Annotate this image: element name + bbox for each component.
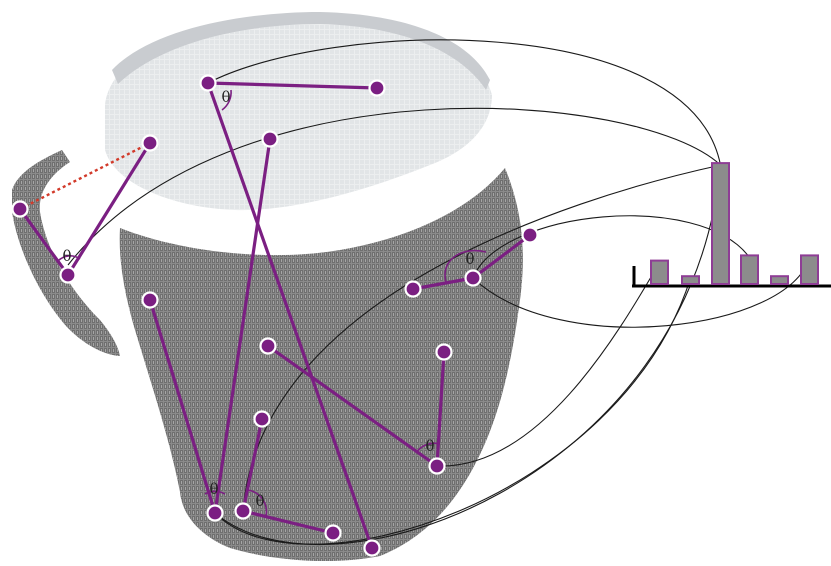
feature-curve-1 <box>207 39 722 166</box>
sample-point <box>428 457 446 475</box>
angle-label-theta: θ <box>255 492 264 510</box>
normal-segment <box>266 344 439 468</box>
angle-arc <box>57 255 81 262</box>
pair-segment <box>471 233 532 280</box>
dashed-link <box>19 141 151 211</box>
sample-point <box>141 134 159 152</box>
mug-rim-inside-cloud <box>105 13 492 211</box>
mug-rim-edge-cloud <box>112 12 490 90</box>
point-pairs: θ θ θ θ θ θ <box>11 74 539 557</box>
feature-curve-6 <box>242 164 721 512</box>
normal-segment <box>206 81 374 550</box>
sample-point <box>11 200 29 218</box>
pair-segment <box>435 350 446 468</box>
angle-arc <box>221 89 232 111</box>
normal-segment <box>241 509 335 535</box>
sample-point <box>368 79 386 97</box>
sample-point <box>521 226 539 244</box>
point-pair-1: θ <box>199 74 386 557</box>
feature-curve-4 <box>472 257 811 328</box>
angle-label-theta: θ <box>209 480 218 498</box>
mug-body-cloud <box>119 168 523 562</box>
point-pair-3: θ <box>404 226 539 298</box>
point-pair-5: θ <box>141 130 279 522</box>
sample-point <box>59 266 77 284</box>
sample-point <box>253 410 271 428</box>
feature-histogram <box>632 162 831 288</box>
normal-segment <box>213 137 272 515</box>
sample-point <box>435 343 453 361</box>
angle-label-theta: θ <box>465 250 474 268</box>
angle-arc <box>247 489 268 517</box>
sample-point <box>363 539 381 557</box>
histogram-bar-1 <box>650 259 669 286</box>
histogram-bar-5 <box>770 275 789 286</box>
sample-point <box>259 337 277 355</box>
angle-label-theta: θ <box>62 247 71 265</box>
angle-arc <box>204 490 226 495</box>
sample-point <box>206 504 224 522</box>
feature-curve-2 <box>67 107 721 266</box>
pair-segment <box>148 298 217 515</box>
feature-curve-5 <box>436 262 660 467</box>
sample-point <box>404 280 422 298</box>
histogram-bar-6 <box>800 254 819 285</box>
sample-point <box>464 269 482 287</box>
pair-segment <box>241 417 264 513</box>
mug-handle-cloud <box>12 150 120 356</box>
mug-point-cloud <box>12 12 523 562</box>
point-pair-4: θ <box>259 337 453 475</box>
feature-curve-7 <box>214 278 692 545</box>
histogram-bar-4 <box>740 254 759 285</box>
histogram-bar-3 <box>711 162 730 286</box>
angle-arc <box>444 249 487 283</box>
pair-segment <box>18 207 70 277</box>
sample-point <box>261 130 279 148</box>
normal-segment <box>66 141 152 277</box>
angle-arc <box>415 442 441 454</box>
sample-point <box>141 291 159 309</box>
angle-label-theta: θ <box>221 88 230 106</box>
sample-point <box>234 502 252 520</box>
point-pair-6: θ <box>234 410 342 542</box>
normal-segment <box>411 276 475 291</box>
sample-point <box>199 74 217 92</box>
feature-curve-8 <box>214 165 722 545</box>
sample-point <box>324 524 342 542</box>
histogram-bar-2 <box>681 275 700 286</box>
pair-segment <box>206 81 379 90</box>
point-pair-2: θ <box>11 134 159 284</box>
angle-label-theta: θ <box>425 437 434 455</box>
